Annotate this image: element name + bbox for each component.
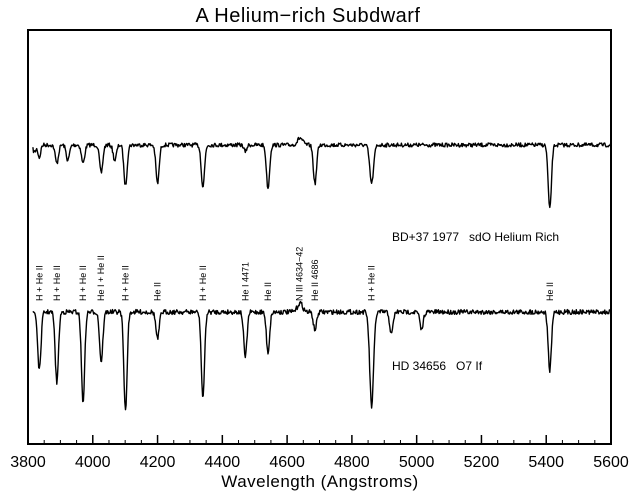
hd34656-spectrum-line: [32, 300, 612, 411]
line-labels: H + He II H + He II H + He II He I + He II H…: [34, 247, 554, 301]
x-tick-label: 4800: [334, 454, 370, 471]
spectral-line-label: He II: [263, 282, 273, 301]
spectral-line-label: He I + He II: [96, 255, 106, 301]
x-tick-label: 5400: [528, 454, 564, 471]
spectral-line-label: N III 4634−42: [294, 247, 304, 301]
x-tick-label: 4200: [140, 454, 176, 471]
x-tick-label: 4400: [205, 454, 241, 471]
spectral-line-label: H + He II: [78, 265, 88, 301]
spectral-line-label: H + He II: [198, 265, 208, 301]
spectral-line-label: He I 4471: [240, 262, 250, 301]
spectral-line-label: H + He II: [120, 265, 130, 301]
x-tick-label: 5600: [593, 454, 629, 471]
spectral-line-label: H + He II: [367, 265, 377, 301]
spectral-line-label: H + He II: [34, 265, 44, 301]
chart-title: A Helium−rich Subdwarf: [196, 5, 421, 27]
x-tick-label: 5200: [464, 454, 500, 471]
bd37-spectrum-line: [32, 136, 612, 209]
x-tick-label: 4600: [269, 454, 305, 471]
legend-bd-label: BD+37 1977 sdO Helium Rich: [392, 230, 559, 244]
spectral-line-label: He II: [153, 282, 163, 301]
x-axis-label: Wavelength (Angstroms): [221, 472, 418, 491]
x-tick-label: 5000: [399, 454, 435, 471]
spectral-line-label: H + He II: [52, 265, 62, 301]
x-axis-ticks: 3800 4000 4200 4400 4600 4800 5000 5200 5400 5600: [10, 435, 629, 471]
spectral-line-label: He II 4686: [310, 259, 320, 301]
x-tick-label: 4000: [75, 454, 111, 471]
series-layer: [32, 136, 612, 411]
spectral-line-label: He II: [545, 282, 555, 301]
legend-hd-label: HD 34656 O7 If: [392, 359, 483, 373]
x-tick-label: 3800: [10, 454, 46, 471]
